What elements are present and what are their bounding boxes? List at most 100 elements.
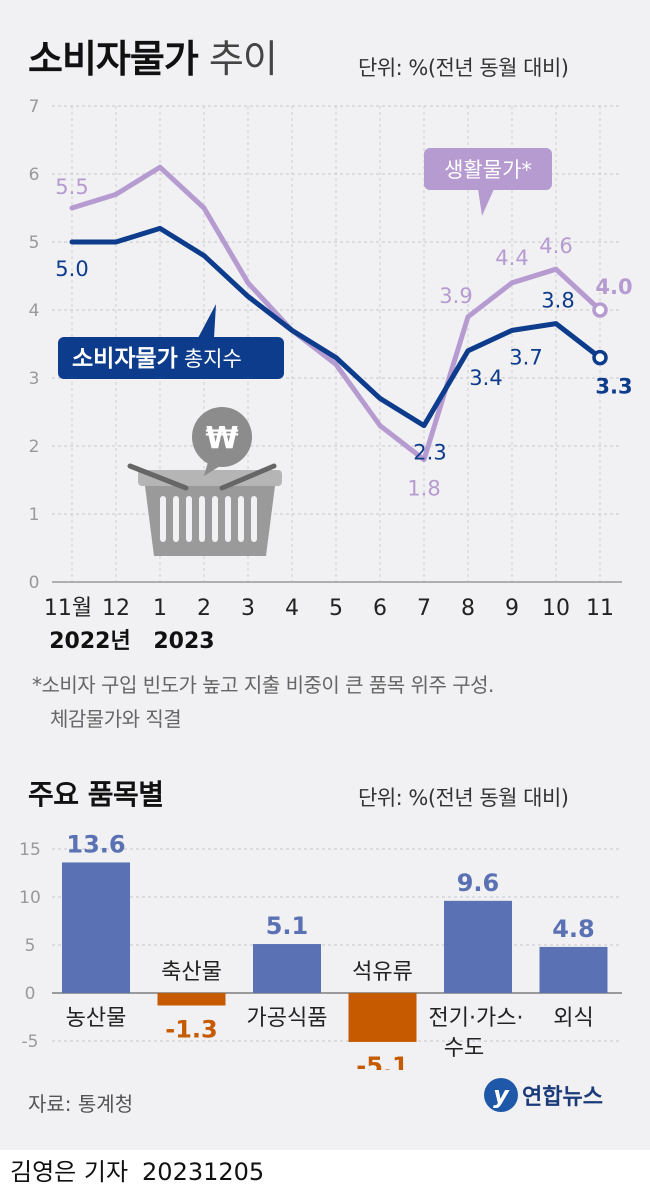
- data-label: 3.7: [509, 345, 542, 369]
- data-label: 3.4: [469, 366, 502, 390]
- bar-category-label: 외식: [553, 1006, 593, 1031]
- logo-mark-icon: y: [484, 1078, 518, 1112]
- bar-value-label: 9.6: [457, 869, 500, 897]
- reporter-name: 김영은 기자: [10, 1158, 129, 1186]
- bar-chart-title: 주요 품목별: [28, 778, 164, 811]
- data-label: 2.3: [413, 441, 446, 465]
- data-label: 3.3: [595, 375, 632, 399]
- bar: [539, 946, 608, 993]
- y-tick-label: 10: [19, 888, 41, 908]
- bar: [444, 900, 512, 993]
- basket-slot: [212, 496, 218, 542]
- data-label: 4.6: [539, 234, 572, 258]
- publish-date: 20231205: [142, 1158, 265, 1186]
- legend-label: 소비자물가 총지수: [72, 346, 242, 372]
- basket-handle: [127, 463, 189, 491]
- legend-label: 생활물가*: [444, 158, 532, 182]
- x-tick-label: 5: [329, 596, 343, 621]
- legend-label-bold: 소비자물가: [72, 346, 178, 372]
- y-tick-label: 6: [29, 165, 40, 185]
- won-bubble-tail: [204, 462, 220, 476]
- logo-text: 연합뉴스: [522, 1085, 603, 1110]
- footnote-line-2: 체감물가와 직결: [50, 707, 182, 731]
- bar: [157, 993, 226, 1006]
- x-tick-label: 1: [153, 596, 167, 621]
- x-tick-label: 6: [373, 596, 387, 621]
- x-tick-label: 11: [586, 596, 614, 621]
- y-tick-label: 4: [29, 301, 40, 321]
- bar-category-label: 전기·가스·: [429, 1006, 524, 1031]
- bar-value-label: 4.8: [552, 915, 595, 943]
- legend-label-light: 총지수: [184, 347, 242, 371]
- data-label: 3.9: [439, 284, 472, 308]
- infographic-panel: 소비자물가 추이 단위: %(전년 동월 대비) 0 1 2 3 4 5 6 7 11월 12 1 2…: [0, 0, 650, 1150]
- title-light: 추이: [197, 37, 278, 81]
- basket-slot: [199, 496, 205, 542]
- data-label: 5.5: [55, 175, 88, 199]
- legend-callout-living: 생활물가*: [424, 148, 552, 216]
- x-year-label: 2022년: [49, 629, 130, 654]
- legend-pointer: [478, 189, 494, 216]
- bar: [62, 862, 130, 993]
- y-tick-label: -5: [22, 1032, 39, 1052]
- x-tick-label: 8: [461, 596, 475, 621]
- legend-pointer: [198, 304, 216, 338]
- basket-handle: [219, 463, 277, 491]
- y-tick-label: 5: [25, 936, 36, 956]
- bar: [253, 944, 321, 993]
- basket-slot: [238, 496, 244, 542]
- bar-category-label: 가공식품: [247, 1006, 328, 1031]
- y-tick-label: 15: [19, 840, 41, 860]
- y-tick-label: 2: [29, 437, 40, 457]
- bar: [348, 993, 417, 1042]
- y-tick-label: 7: [29, 97, 40, 117]
- legend-callout-cpi: 소비자물가 총지수: [58, 304, 284, 379]
- x-tick-label: 4: [285, 596, 299, 621]
- x-tick-label: 7: [417, 596, 431, 621]
- bar-category-label: 석유류: [352, 960, 413, 985]
- y-tick-label: 1: [29, 505, 40, 525]
- byline: 김영은 기자 20231205: [10, 1152, 264, 1187]
- x-tick-label: 10: [542, 596, 570, 621]
- basket-slot: [173, 496, 179, 542]
- y-tick-label: 5: [29, 233, 40, 253]
- basket-slot: [251, 496, 257, 542]
- series-line: [69, 225, 603, 429]
- bar-category-label: 축산물: [161, 960, 222, 985]
- bar-value-label: -5.1: [356, 1052, 408, 1070]
- series-line: [69, 164, 603, 463]
- x-tick-label: 3: [241, 596, 255, 621]
- x-year-label: 2023: [153, 629, 214, 654]
- series-endpoint: [592, 349, 608, 366]
- data-label: 5.0: [55, 257, 88, 281]
- basket-slot: [225, 496, 231, 542]
- x-tick-label: 9: [505, 596, 519, 621]
- legend-box: [424, 148, 552, 190]
- bar-value-label: -1.3: [165, 1015, 217, 1043]
- data-label: 3.8: [541, 289, 574, 313]
- bar-chart: 15 10 5 0 -5 13.6 농산물 -1.3 축산물 5.1 가공식품 -5.1 석유류 9.6 전…: [19, 830, 622, 1070]
- basket-slot: [160, 496, 166, 542]
- source-text: 자료: 통계청: [28, 1092, 134, 1116]
- footnote: *소비자 구입 빈도가 높고 지출 비중이 큰 품목 위주 구성. 체감물가와 …: [32, 668, 632, 736]
- bar-category-label: 농산물: [66, 1006, 127, 1031]
- legend-box: [58, 337, 284, 379]
- won-bubble-icon: ₩: [192, 407, 252, 476]
- shopping-basket-icon: [127, 463, 282, 556]
- y-tick-label: 3: [29, 369, 40, 389]
- data-label: 1.8: [407, 477, 440, 501]
- x-tick-label: 11월: [44, 596, 92, 621]
- basket-slot: [186, 496, 192, 542]
- bar-category-label: 수도: [444, 1036, 484, 1061]
- won-bubble: [192, 407, 252, 467]
- footnote-line-1: *소비자 구입 빈도가 높고 지출 비중이 큰 품목 위주 구성.: [32, 673, 494, 697]
- bar-value-label: 5.1: [266, 912, 309, 940]
- data-label: 4.0: [595, 275, 632, 299]
- data-label: 4.4: [495, 246, 528, 270]
- yonhap-logo: y 연합뉴스: [484, 1078, 603, 1112]
- bar-chart-unit: 단위: %(전년 동월 대비): [358, 786, 569, 810]
- title-bold: 소비자물가: [28, 37, 199, 81]
- series-endpoint: [592, 302, 608, 318]
- x-tick-label: 2: [197, 596, 211, 621]
